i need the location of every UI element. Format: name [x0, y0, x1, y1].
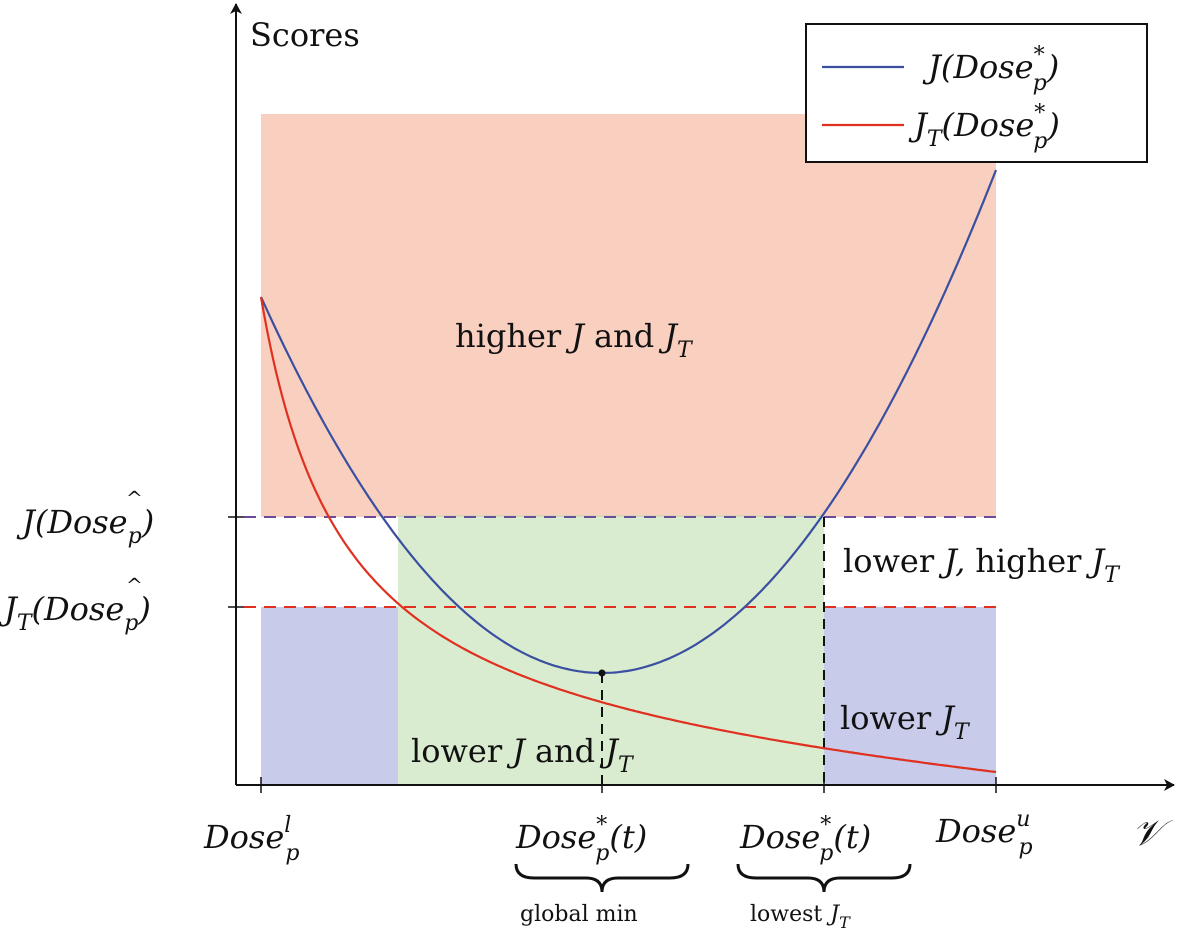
x-tick-label-lower: Dosel p [203, 813, 299, 866]
global-min-point [598, 669, 606, 677]
legend-box [805, 23, 1148, 163]
region-lower-jt-left [261, 607, 398, 785]
region-label-lower-j-higher-jt: lower J, higher JT [843, 542, 1121, 588]
region-label-lower-jt: lower JT [840, 699, 971, 745]
level-label-jt-hat: JT(Dosep) [0, 590, 151, 636]
brace-lowest-jt [736, 863, 912, 893]
x-tick-label-upper: Doseu p [935, 807, 1033, 860]
curve-jt [259, 296, 997, 774]
caption-lowest-jt: lowest JT [750, 902, 851, 931]
x-tick-label-global: Dose* p(t) [515, 813, 647, 866]
level-label-j-hat: J(Dosep) [16, 503, 154, 549]
level-hat-j: ^ [126, 486, 143, 510]
region-lower-jt-right [824, 607, 996, 785]
curve-j [259, 169, 998, 675]
level-hat-jt: ^ [126, 573, 143, 597]
x-axis-label: 𝒱 [1132, 813, 1173, 854]
region-lower-j-and-jt [398, 515, 824, 785]
legend-label-jt: JT(Dose* p) [908, 101, 1060, 154]
legend: J(Dose* p) JT(Dose* p) [805, 23, 1148, 163]
y-axis-label: Scores [250, 16, 360, 54]
caption-global-min: global min [520, 902, 638, 927]
x-tick-label-lowest: Dose* p(t) [739, 813, 871, 866]
legend-label-j: J(Dose* p) [922, 43, 1059, 96]
brace-global-min [514, 863, 690, 893]
region-higher-j-and-jt [261, 114, 996, 517]
